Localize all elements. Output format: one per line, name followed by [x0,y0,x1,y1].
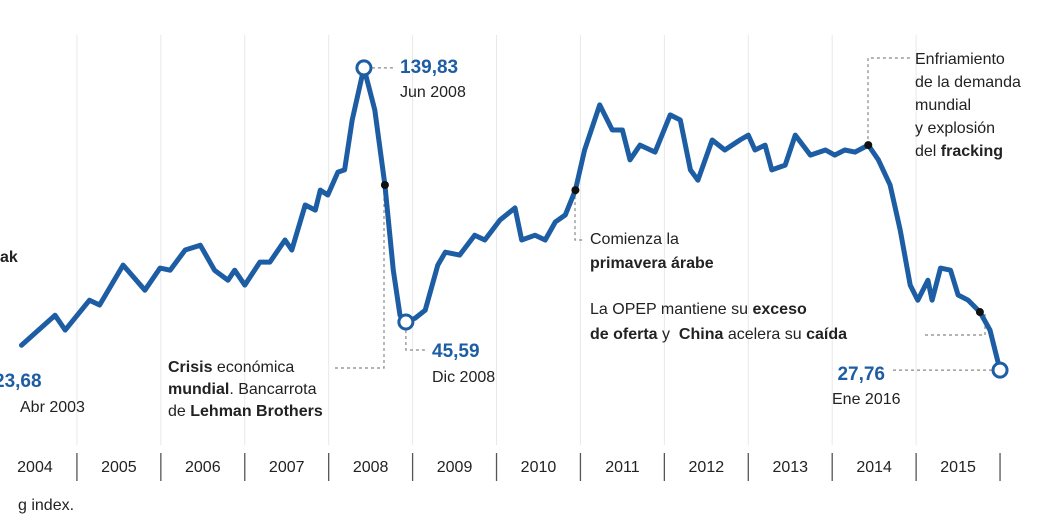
annotation-segment: La OPEP mantiene su [590,301,752,318]
highlight-value: 23,68 [0,371,42,392]
annotation-segment: . Bancarrota [229,381,316,398]
x-tick-label: 2004 [17,459,53,476]
x-tick-label: 2014 [856,459,892,476]
annotation-segment: y [658,326,679,343]
x-tick-label: 2012 [689,459,725,476]
highlight-date: Dic 2008 [432,369,495,386]
event-dot [571,186,580,195]
edge-text: ak [0,249,18,266]
annotation-text: La OPEP mantiene su exceso [590,301,807,318]
annotation-text: Enfriamiento [915,51,1005,68]
annotation-text: mundial. Bancarrota [168,381,317,398]
annotation-segment: de la demanda [915,74,1021,91]
annotation-segment: caída [806,326,847,343]
highlight-date: Jun 2008 [400,84,466,101]
highlight-value: 27,76 [837,364,885,385]
highlight-marker [355,59,373,77]
x-tick-label: 2013 [772,459,808,476]
annotation-text: primavera árabe [590,255,714,272]
highlight-marker [397,313,415,331]
annotation-segment: de [168,403,190,420]
event-dot [975,308,984,317]
annotation-segment: Crisis [168,359,213,376]
annotation-segment: y explosión [915,120,995,137]
annotation-segment: primavera árabe [590,255,714,272]
annotation-text: del fracking [915,143,1003,160]
annotation-segment: Comienza la [590,231,679,248]
annotation-text: de oferta y China acelera su caída [590,326,847,343]
annotation-text: de Lehman Brothers [168,403,323,420]
annotation-segment: acelera su [723,326,806,343]
x-tick-label: 2015 [940,459,976,476]
annotation-segment: mundial [168,381,229,398]
annotation-segment: fracking [941,143,1003,160]
leader-line [574,190,585,241]
x-tick-label: 2008 [353,459,389,476]
annotation-text: mundial [915,97,971,114]
leader-line [335,185,385,369]
annotation-text: Crisis económica [168,359,294,376]
highlight-date: Ene 2016 [832,391,901,408]
leader-line [867,57,910,146]
x-tick-label: 2009 [437,459,473,476]
highlight-value: 45,59 [432,341,480,362]
annotation-segment: mundial [915,97,971,114]
annotation-segment: Enfriamiento [915,51,1005,68]
annotation-segment: del [915,143,941,160]
highlight-value: 139,83 [400,57,458,78]
source-text: g index. [18,497,74,514]
annotation-text: de la demanda [915,74,1021,91]
annotation-segment: China [679,326,724,343]
event-dot [380,181,389,190]
x-tick-label: 2007 [269,459,305,476]
highlight-marker [991,361,1009,379]
annotation-text: y explosión [915,120,995,137]
highlight-date: Abr 2003 [20,399,85,416]
x-tick-label: 2006 [185,459,221,476]
x-tick-label: 2011 [605,459,640,476]
leader-line [405,330,428,351]
annotation-segment: Lehman Brothers [190,403,323,420]
price-line [19,65,1003,373]
event-dot [864,141,873,150]
annotation-segment: económica [212,359,294,376]
x-tick-label: 2005 [101,459,137,476]
leader-line [925,312,986,336]
annotation-segment: de oferta [590,326,658,343]
annotation-segment: exceso [752,301,806,318]
annotation-text: Comienza la [590,231,679,248]
x-tick-label: 2010 [521,459,557,476]
